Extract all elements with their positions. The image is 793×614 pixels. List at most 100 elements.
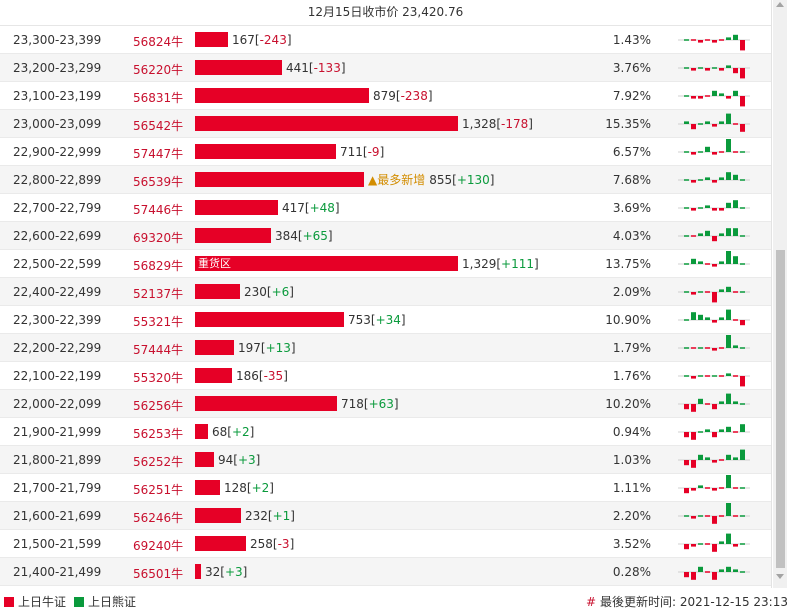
sparkline-bar <box>705 487 710 489</box>
bull-count-link[interactable]: 56539牛 <box>133 175 184 189</box>
bull-count-link[interactable]: 56501牛 <box>133 567 184 581</box>
sparkline-bar <box>698 515 703 517</box>
scroll-down-icon[interactable] <box>776 574 784 579</box>
bar-cell: 441 [-133] <box>195 60 346 75</box>
sparkline-bar <box>726 393 731 404</box>
sparkline-bar <box>719 317 724 320</box>
bull-count-link[interactable]: 57447牛 <box>133 147 184 161</box>
bull-count-link[interactable]: 52137牛 <box>133 287 184 301</box>
table-row[interactable]: 21,600-21,699 56246牛 232 [+1] 2.20% <box>0 502 771 530</box>
bull-count-link[interactable]: 69240牛 <box>133 539 184 553</box>
table-row[interactable]: 23,000-23,099 56542牛 1,328 [-178] 15.35% <box>0 110 771 138</box>
sparkline-bar <box>691 208 696 211</box>
sparkline-bar <box>719 487 724 489</box>
volume-value: 94 <box>218 452 234 467</box>
table-row[interactable]: 22,400-22,499 52137牛 230 [+6] 2.09% <box>0 278 771 306</box>
table-row[interactable]: 22,300-22,399 55321牛 753 [+34] 10.90% <box>0 306 771 334</box>
scrollbar-thumb[interactable] <box>776 250 785 568</box>
sparkline-bar <box>684 235 689 237</box>
sparkline-bar <box>712 124 717 127</box>
sparkline-bar <box>698 543 703 545</box>
bull-count-link[interactable]: 56246牛 <box>133 511 184 525</box>
table-row[interactable]: 22,100-22,199 55320牛 186 [-35] 1.76% <box>0 362 771 390</box>
table-row[interactable]: 22,200-22,299 57444牛 197 [+13] 1.79% <box>0 334 771 362</box>
table-row[interactable]: 21,700-21,799 56251牛 128 [+2] 1.11% <box>0 474 771 502</box>
bull-count-link[interactable]: 56256牛 <box>133 399 184 413</box>
bull-count-link[interactable]: 56831牛 <box>133 91 184 105</box>
bracket-open: [ <box>304 200 310 215</box>
sparkline-bar <box>733 319 738 321</box>
sparkline-bar <box>726 373 731 376</box>
history-sparkline <box>678 373 750 387</box>
table-row[interactable]: 21,500-21,599 69240牛 258 [-3] 3.52% <box>0 530 771 558</box>
sparkline-bar <box>691 404 696 412</box>
bull-count-link[interactable]: 56252牛 <box>133 455 184 469</box>
sparkline-bar <box>740 449 745 460</box>
sparkline-bar <box>733 174 738 180</box>
history-sparkline <box>678 449 750 468</box>
bracket-open: [ <box>220 564 225 579</box>
sparkline-bar <box>733 515 738 517</box>
share-percent: 7.92% <box>612 89 651 103</box>
table-row[interactable]: 22,500-22,599 56829牛 重货区 1,329 [+111] 13.75% <box>0 250 771 278</box>
sparkline-bar <box>684 432 689 438</box>
sparkline-bar <box>719 39 724 41</box>
history-sparkline <box>678 533 750 552</box>
sparkline-bar <box>705 39 710 41</box>
sparkline-bar <box>684 39 689 41</box>
sparkline-bar <box>740 151 745 153</box>
volume-change: -238 <box>400 88 428 103</box>
table-row[interactable]: 22,800-22,899 56539牛 ▲最多新增 855 [+130] 7.68% <box>0 166 771 194</box>
scroll-up-icon[interactable] <box>776 2 784 7</box>
bracket-close: ] <box>427 88 433 103</box>
update-time-text: 最後更新时间: 2021-12-15 23:13 <box>600 595 788 609</box>
sparkline-bar <box>719 515 724 517</box>
bracket-open: [ <box>266 284 272 299</box>
volume-bar <box>195 32 228 47</box>
volume-value: 32 <box>205 564 221 579</box>
bull-count-link[interactable]: 56253牛 <box>133 427 184 441</box>
sparkline-bar <box>684 404 689 410</box>
sparkline-bar <box>705 375 710 377</box>
table-row[interactable]: 23,100-23,199 56831牛 879 [-238] 7.92% <box>0 82 771 110</box>
bull-count-link[interactable]: 56829牛 <box>133 259 184 273</box>
sparkline-bar <box>740 235 745 237</box>
table-row[interactable]: 22,900-22,999 57447牛 711 [-9] 6.57% <box>0 138 771 166</box>
bull-count-link[interactable]: 56220牛 <box>133 63 184 77</box>
sparkline-bar <box>740 571 745 573</box>
history-sparkline <box>678 566 750 580</box>
table-row[interactable]: 21,900-21,999 56253牛 68 [+2] 0.94% <box>0 418 771 446</box>
table-row[interactable]: 21,800-21,899 56252牛 94 [+3] 1.03% <box>0 446 771 474</box>
price-range: 22,500-22,599 <box>13 257 102 271</box>
bull-count-link[interactable]: 56251牛 <box>133 483 184 497</box>
bull-count-link[interactable]: 56542牛 <box>133 119 184 133</box>
bull-count-link[interactable]: 57446牛 <box>133 203 184 217</box>
legend-bear-label: 上日熊证 <box>88 595 137 609</box>
volume-change: +34 <box>375 312 401 327</box>
sparkline-bar <box>698 314 703 320</box>
table-row[interactable]: 22,700-22,799 57446牛 417 [+48] 3.69% <box>0 194 771 222</box>
bull-count-link[interactable]: 56824牛 <box>133 35 184 49</box>
bracket-open: [ <box>267 508 273 523</box>
volume-value: 1,328 <box>462 116 497 131</box>
sparkline-bar <box>726 533 731 544</box>
history-sparkline <box>678 200 750 211</box>
table-row[interactable]: 21,400-21,499 56501牛 32 [+3] 0.28% <box>0 558 771 586</box>
sparkline-bar <box>705 263 710 265</box>
table-row[interactable]: 23,200-23,299 56220牛 441 [-133] 3.76% <box>0 54 771 82</box>
bracket-close: ] <box>289 284 294 299</box>
bull-count-link[interactable]: 69320牛 <box>133 231 184 245</box>
sparkline-bar <box>719 459 724 461</box>
bracket-close: ] <box>289 536 295 551</box>
sparkline-bar <box>719 569 724 572</box>
sparkline-bar <box>684 347 689 349</box>
bull-count-link[interactable]: 57444牛 <box>133 343 184 357</box>
table-row[interactable]: 22,000-22,099 56256牛 718 [+63] 10.20% <box>0 390 771 418</box>
sparkline-bar <box>684 121 689 124</box>
sparkline-bar <box>719 401 724 404</box>
table-row[interactable]: 23,300-23,399 56824牛 167 [-243] 1.43% <box>0 26 771 54</box>
bull-count-link[interactable]: 55321牛 <box>133 315 184 329</box>
table-row[interactable]: 22,600-22,699 69320牛 384 [+65] 4.03% <box>0 222 771 250</box>
history-sparkline <box>678 228 750 242</box>
bull-count-link[interactable]: 55320牛 <box>133 371 184 385</box>
